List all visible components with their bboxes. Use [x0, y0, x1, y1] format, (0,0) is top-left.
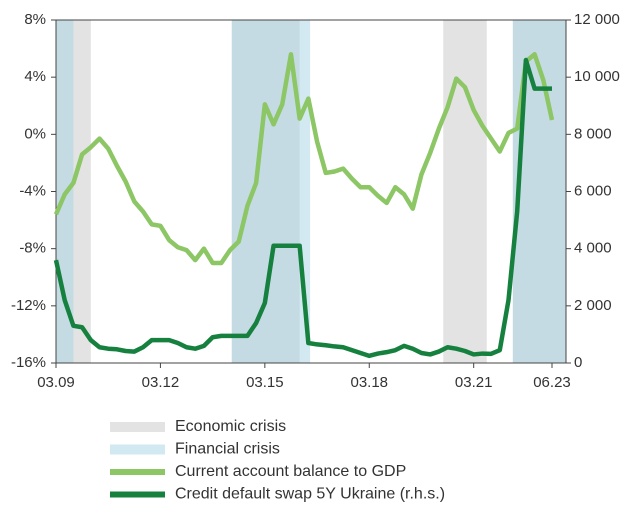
plot-frame: [55, 19, 567, 364]
y2-tick-label: 4 000: [574, 240, 612, 257]
y-tick-label: -4%: [19, 182, 46, 199]
x-tick-label: 03.12: [142, 374, 180, 391]
y-tick-label: 8%: [24, 11, 46, 28]
y-tick-label: -16%: [11, 354, 46, 371]
x-tick-label: 03.18: [350, 374, 388, 391]
y-tick-label: 0%: [24, 125, 46, 142]
y-tick-label: 4%: [24, 68, 46, 85]
x-tick-label: 03.09: [37, 374, 75, 391]
y2-tick-label: 0: [574, 354, 582, 371]
crisis-band: [443, 20, 487, 363]
legend-label: Economic crisis: [175, 418, 286, 435]
x-tick-label: 03.21: [455, 374, 493, 391]
legend-label: Credit default swap 5Y Ukraine (r.h.s.): [175, 486, 445, 503]
legend-label: Financial crisis: [175, 441, 280, 458]
x-tick-label: 03.15: [246, 374, 284, 391]
series-line: [53, 57, 552, 359]
legend-swatch: [110, 422, 165, 432]
y2-tick-label: 10 000: [574, 68, 620, 85]
y2-tick-label: 12 000: [574, 11, 620, 28]
y2-tick-label: 2 000: [574, 297, 612, 314]
crisis-band: [231, 20, 311, 363]
y-tick-label: -8%: [19, 240, 46, 257]
y-tick-label: -12%: [11, 297, 46, 314]
series-line: [53, 52, 555, 266]
y2-tick-label: 6 000: [574, 182, 612, 199]
legend-label: Current account balance to GDP: [175, 463, 406, 480]
legend-swatch: [110, 444, 165, 455]
y2-tick-label: 8 000: [574, 125, 612, 142]
x-tick-label: 06.23: [533, 374, 571, 391]
